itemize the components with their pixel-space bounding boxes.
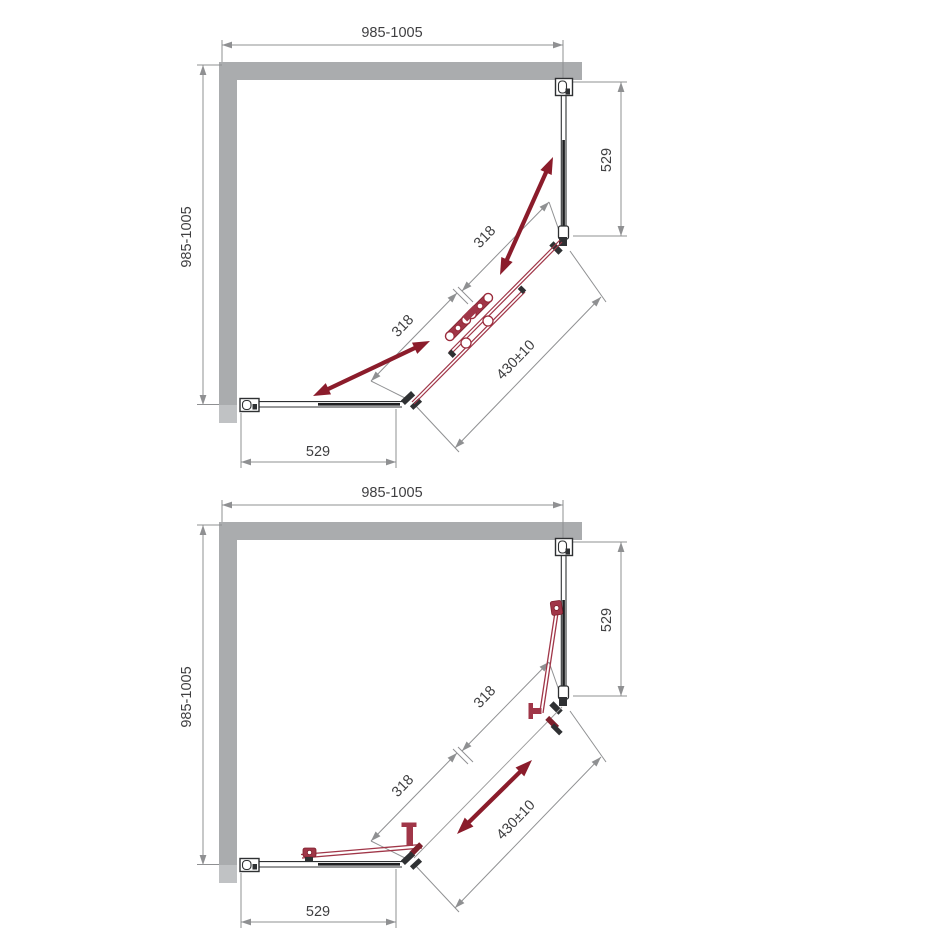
label-overall-height: 985-1005 xyxy=(179,666,195,727)
label-overall-width: 985-1005 xyxy=(361,485,422,501)
label-bottom-panel: 529 xyxy=(306,904,330,920)
label-door-lower: 318 xyxy=(389,312,417,341)
open-door-right xyxy=(528,600,564,736)
opening-direction-arrows xyxy=(310,154,559,402)
label-door-lower: 318 xyxy=(389,772,417,801)
enclosure-frame-bottom xyxy=(197,500,627,928)
door-handle-knob xyxy=(528,703,533,719)
label-bottom-panel: 529 xyxy=(306,444,330,460)
roller xyxy=(460,337,472,349)
label-right-panel: 529 xyxy=(599,148,615,172)
hinge-hardware xyxy=(402,851,415,864)
door-leaf-b-edge xyxy=(413,291,526,405)
label-door-upper: 318 xyxy=(471,683,499,712)
door-edge xyxy=(539,611,556,712)
swing-arrow xyxy=(463,766,526,828)
door-leaf-a-edge xyxy=(450,241,563,355)
label-overall-height: 985-1005 xyxy=(179,206,195,267)
diagram-sliding-doors-closed: 985-1005 985-1005 529 529 318 318 430±10 xyxy=(179,25,627,468)
label-diagonal: 430±10 xyxy=(494,797,539,843)
label-overall-width: 985-1005 xyxy=(361,25,422,41)
slide-arrow-upper xyxy=(503,167,550,265)
label-right-panel: 529 xyxy=(599,608,615,632)
slide-arrow-lower xyxy=(323,344,420,393)
hinge-hardware xyxy=(550,723,563,736)
label-door-upper: 318 xyxy=(471,223,499,252)
opening-direction-arrow xyxy=(452,755,537,839)
carriage-body xyxy=(462,305,479,322)
door-handle-knob xyxy=(401,822,417,827)
open-door-bottom xyxy=(300,822,424,864)
leaf-end-cap xyxy=(517,285,527,294)
diagram-hinged-doors-open: 985-1005 985-1005 529 529 318 318 430±10 xyxy=(179,485,627,928)
door-edge xyxy=(542,612,559,714)
leaf-end-cap xyxy=(447,349,457,358)
label-diagonal: 430±10 xyxy=(494,337,539,383)
hinge-hardware xyxy=(409,842,424,857)
door-leaf-a-edge xyxy=(448,239,561,353)
door-edge xyxy=(300,843,422,856)
door-edge xyxy=(301,847,423,859)
enclosure-frame-top xyxy=(197,40,627,468)
roller-carriage xyxy=(442,290,496,349)
diagonal-opening-edge xyxy=(413,706,563,859)
roller xyxy=(482,315,494,327)
